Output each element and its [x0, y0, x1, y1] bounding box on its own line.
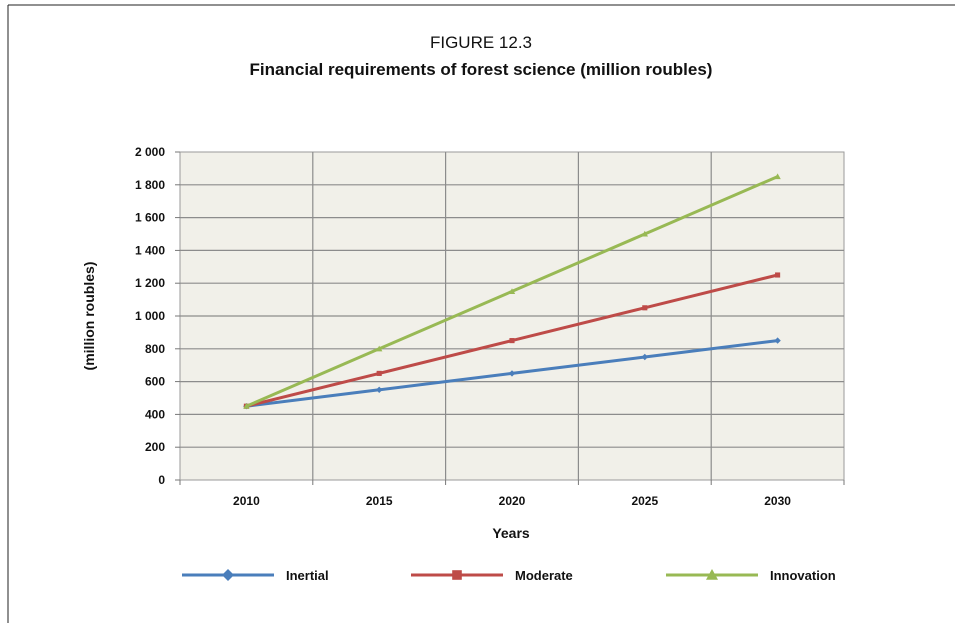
data-point-moderate [376, 370, 382, 376]
data-point-innovation [508, 288, 516, 294]
x-tick-label: 2030 [764, 494, 791, 508]
legend-label-moderate: Moderate [515, 568, 573, 583]
y-tick-label: 1 800 [135, 178, 165, 192]
data-point-innovation [243, 403, 250, 409]
legend-marker-inertial [222, 569, 234, 581]
y-tick-label: 200 [145, 440, 165, 454]
y-tick-label: 1 200 [135, 276, 165, 290]
y-tick-label: 1 400 [135, 243, 165, 257]
data-point-inertial [376, 386, 383, 393]
legend-marker-innovation [706, 569, 718, 580]
data-point-inertial [508, 370, 516, 377]
data-point-moderate [642, 305, 648, 311]
legend-marker-moderate [452, 570, 462, 580]
data-point-inertial [641, 353, 648, 361]
data-point-innovation [641, 230, 648, 237]
data-point-moderate [509, 338, 515, 344]
y-tick-label: 2 000 [135, 145, 165, 159]
y-tick-label: 400 [145, 407, 165, 421]
data-point-innovation [774, 173, 781, 180]
data-point-moderate [775, 272, 781, 278]
x-tick-label: 2015 [366, 494, 393, 508]
x-tick-label: 2010 [233, 494, 260, 508]
legend-label-inertial: Inertial [286, 568, 329, 583]
data-point-inertial [774, 337, 781, 344]
gridlines [180, 152, 844, 480]
y-axis-ticks: 0 200 400 600 800 1 000 1 200 1 400 1 600 1 800 2 … [135, 145, 180, 487]
y-tick-label: 0 [158, 473, 165, 487]
x-tick-label: 2025 [631, 494, 658, 508]
x-axis-ticks: 2010 2015 2020 2025 2030 [179, 480, 845, 508]
x-axis-label: Years [492, 525, 530, 541]
x-tick-label: 2020 [499, 494, 526, 508]
y-tick-label: 800 [145, 342, 165, 356]
series-group [243, 173, 781, 410]
y-tick-label: 1 600 [135, 211, 165, 225]
y-tick-label: 600 [145, 375, 165, 389]
legend-label-innovation: Innovation [770, 568, 836, 583]
data-point-innovation [376, 345, 383, 352]
y-tick-label: 1 000 [135, 309, 165, 323]
figure-label: FIGURE 12.3 [430, 33, 532, 52]
y-axis-label: (million roubles) [81, 262, 97, 371]
chart-title: Financial requirements of forest science… [250, 60, 713, 79]
legend: Inertial Moderate Innovation [182, 568, 836, 583]
